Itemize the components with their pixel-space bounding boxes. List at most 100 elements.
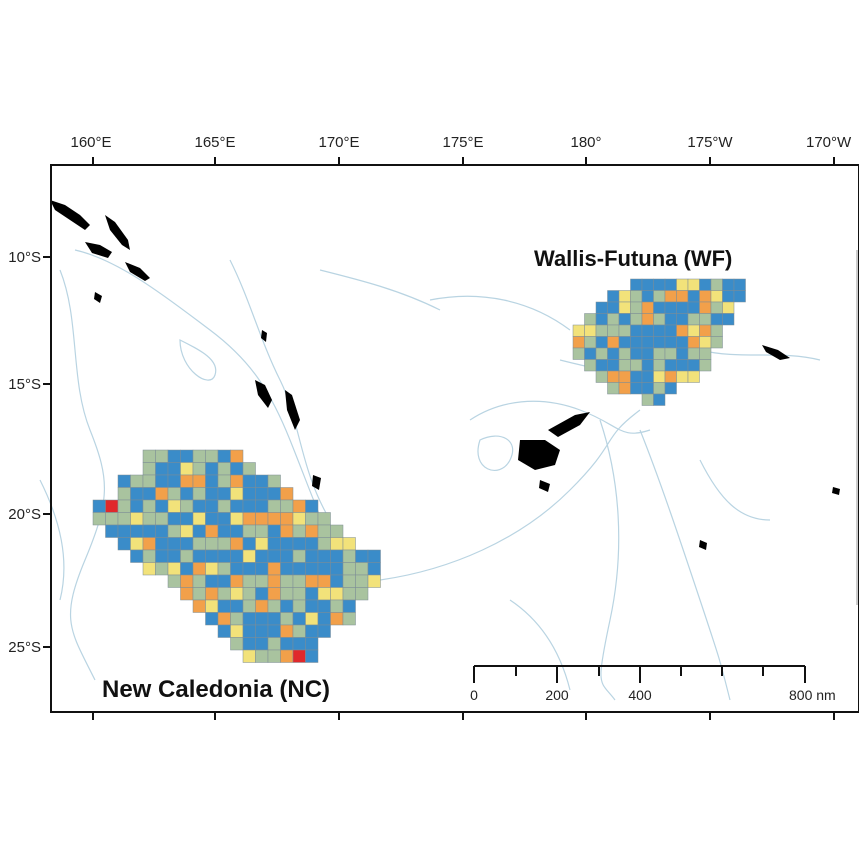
- grid-cell: [630, 324, 643, 337]
- grid-cell: [607, 324, 620, 337]
- grid-cell: [280, 599, 294, 613]
- grid-cell: [687, 278, 700, 291]
- grid-cell: [180, 499, 194, 513]
- grid-cell: [142, 549, 156, 563]
- grid-cell: [595, 324, 608, 337]
- grid-cell: [205, 587, 219, 601]
- grid-cell: [280, 524, 294, 538]
- grid-cell: [699, 336, 712, 349]
- grid-cell: [676, 370, 689, 383]
- grid-cell: [255, 512, 269, 526]
- grid-cell: [155, 499, 169, 513]
- grid-cell: [205, 574, 219, 588]
- grid-cell: [192, 474, 206, 488]
- grid-cell: [242, 524, 256, 538]
- grid-cell: [142, 524, 156, 538]
- grid-cell: [155, 487, 169, 501]
- grid-cell: [664, 313, 677, 326]
- grid-cell: [192, 462, 206, 476]
- grid-cell: [117, 474, 131, 488]
- grid-cell: [595, 370, 608, 383]
- grid-cell: [317, 549, 331, 563]
- grid-cell: [699, 359, 712, 372]
- grid-cell: [664, 359, 677, 372]
- grid-cell: [230, 549, 244, 563]
- grid-cell: [217, 474, 231, 488]
- tick-label-170w: 170°W: [806, 134, 852, 151]
- grid-cell: [676, 324, 689, 337]
- grid-cell: [584, 324, 597, 337]
- grid-cell: [192, 487, 206, 501]
- grid-cell: [105, 524, 119, 538]
- grid-cell: [167, 562, 181, 576]
- grid-cell: [699, 290, 712, 303]
- grid-cell: [280, 549, 294, 563]
- bottom-axis-ticks: [92, 712, 835, 720]
- grid-cell: [687, 370, 700, 383]
- grid-cell: [180, 449, 194, 463]
- grid-cell: [267, 574, 281, 588]
- grid-cell: [142, 512, 156, 526]
- grid-cell: [584, 313, 597, 326]
- tick-label-20s: 20°S: [8, 506, 41, 523]
- grid-cell: [230, 499, 244, 513]
- grid-cell: [130, 487, 144, 501]
- grid-cell: [205, 562, 219, 576]
- grid-cell: [305, 562, 319, 576]
- scale-bar: 0 200 400 800 nm: [470, 665, 836, 703]
- grid-cell: [217, 549, 231, 563]
- grid-cell: [653, 393, 666, 406]
- grid-cell: [230, 599, 244, 613]
- grid-cell: [267, 637, 281, 651]
- grid-cell: [217, 587, 231, 601]
- grid-cell: [205, 599, 219, 613]
- grid-cell: [142, 449, 156, 463]
- region-label-wallis-futuna: Wallis-Futuna (WF): [534, 246, 732, 271]
- grid-cell: [242, 549, 256, 563]
- grid-cell: [367, 574, 381, 588]
- wallis-futuna-grid: [572, 278, 746, 406]
- grid-cell: [205, 487, 219, 501]
- grid-cell: [167, 512, 181, 526]
- grid-cell: [641, 382, 654, 395]
- grid-cell: [292, 624, 306, 638]
- grid-cell: [255, 487, 269, 501]
- grid-cell: [330, 549, 344, 563]
- grid-cell: [242, 474, 256, 488]
- left-axis-ticks: [43, 256, 51, 648]
- grid-cell: [342, 562, 356, 576]
- grid-cell: [205, 524, 219, 538]
- grid-cell: [230, 637, 244, 651]
- grid-cell: [142, 474, 156, 488]
- scale-label-800nm: 800 nm: [789, 687, 836, 703]
- grid-cell: [217, 512, 231, 526]
- grid-cell: [267, 587, 281, 601]
- grid-cell: [230, 624, 244, 638]
- grid-cell: [230, 474, 244, 488]
- grid-cell: [630, 290, 643, 303]
- grid-cell: [105, 499, 119, 513]
- grid-cell: [317, 587, 331, 601]
- grid-cell: [664, 336, 677, 349]
- grid-cell: [130, 537, 144, 551]
- grid-cell: [630, 278, 643, 291]
- grid-cell: [217, 449, 231, 463]
- tick-label-165e: 165°E: [194, 134, 235, 151]
- grid-cell: [733, 290, 746, 303]
- grid-cell: [292, 499, 306, 513]
- grid-cell: [687, 336, 700, 349]
- grid-cell: [664, 382, 677, 395]
- grid-cell: [280, 537, 294, 551]
- grid-cell: [267, 549, 281, 563]
- grid-cell: [280, 587, 294, 601]
- grid-cell: [155, 537, 169, 551]
- grid-cell: [641, 336, 654, 349]
- grid-cell: [664, 290, 677, 303]
- grid-cell: [330, 524, 344, 538]
- grid-cell: [180, 549, 194, 563]
- grid-cell: [255, 599, 269, 613]
- grid-cell: [242, 537, 256, 551]
- grid-cell: [618, 347, 631, 360]
- grid-cell: [618, 370, 631, 383]
- grid-cell: [710, 313, 723, 326]
